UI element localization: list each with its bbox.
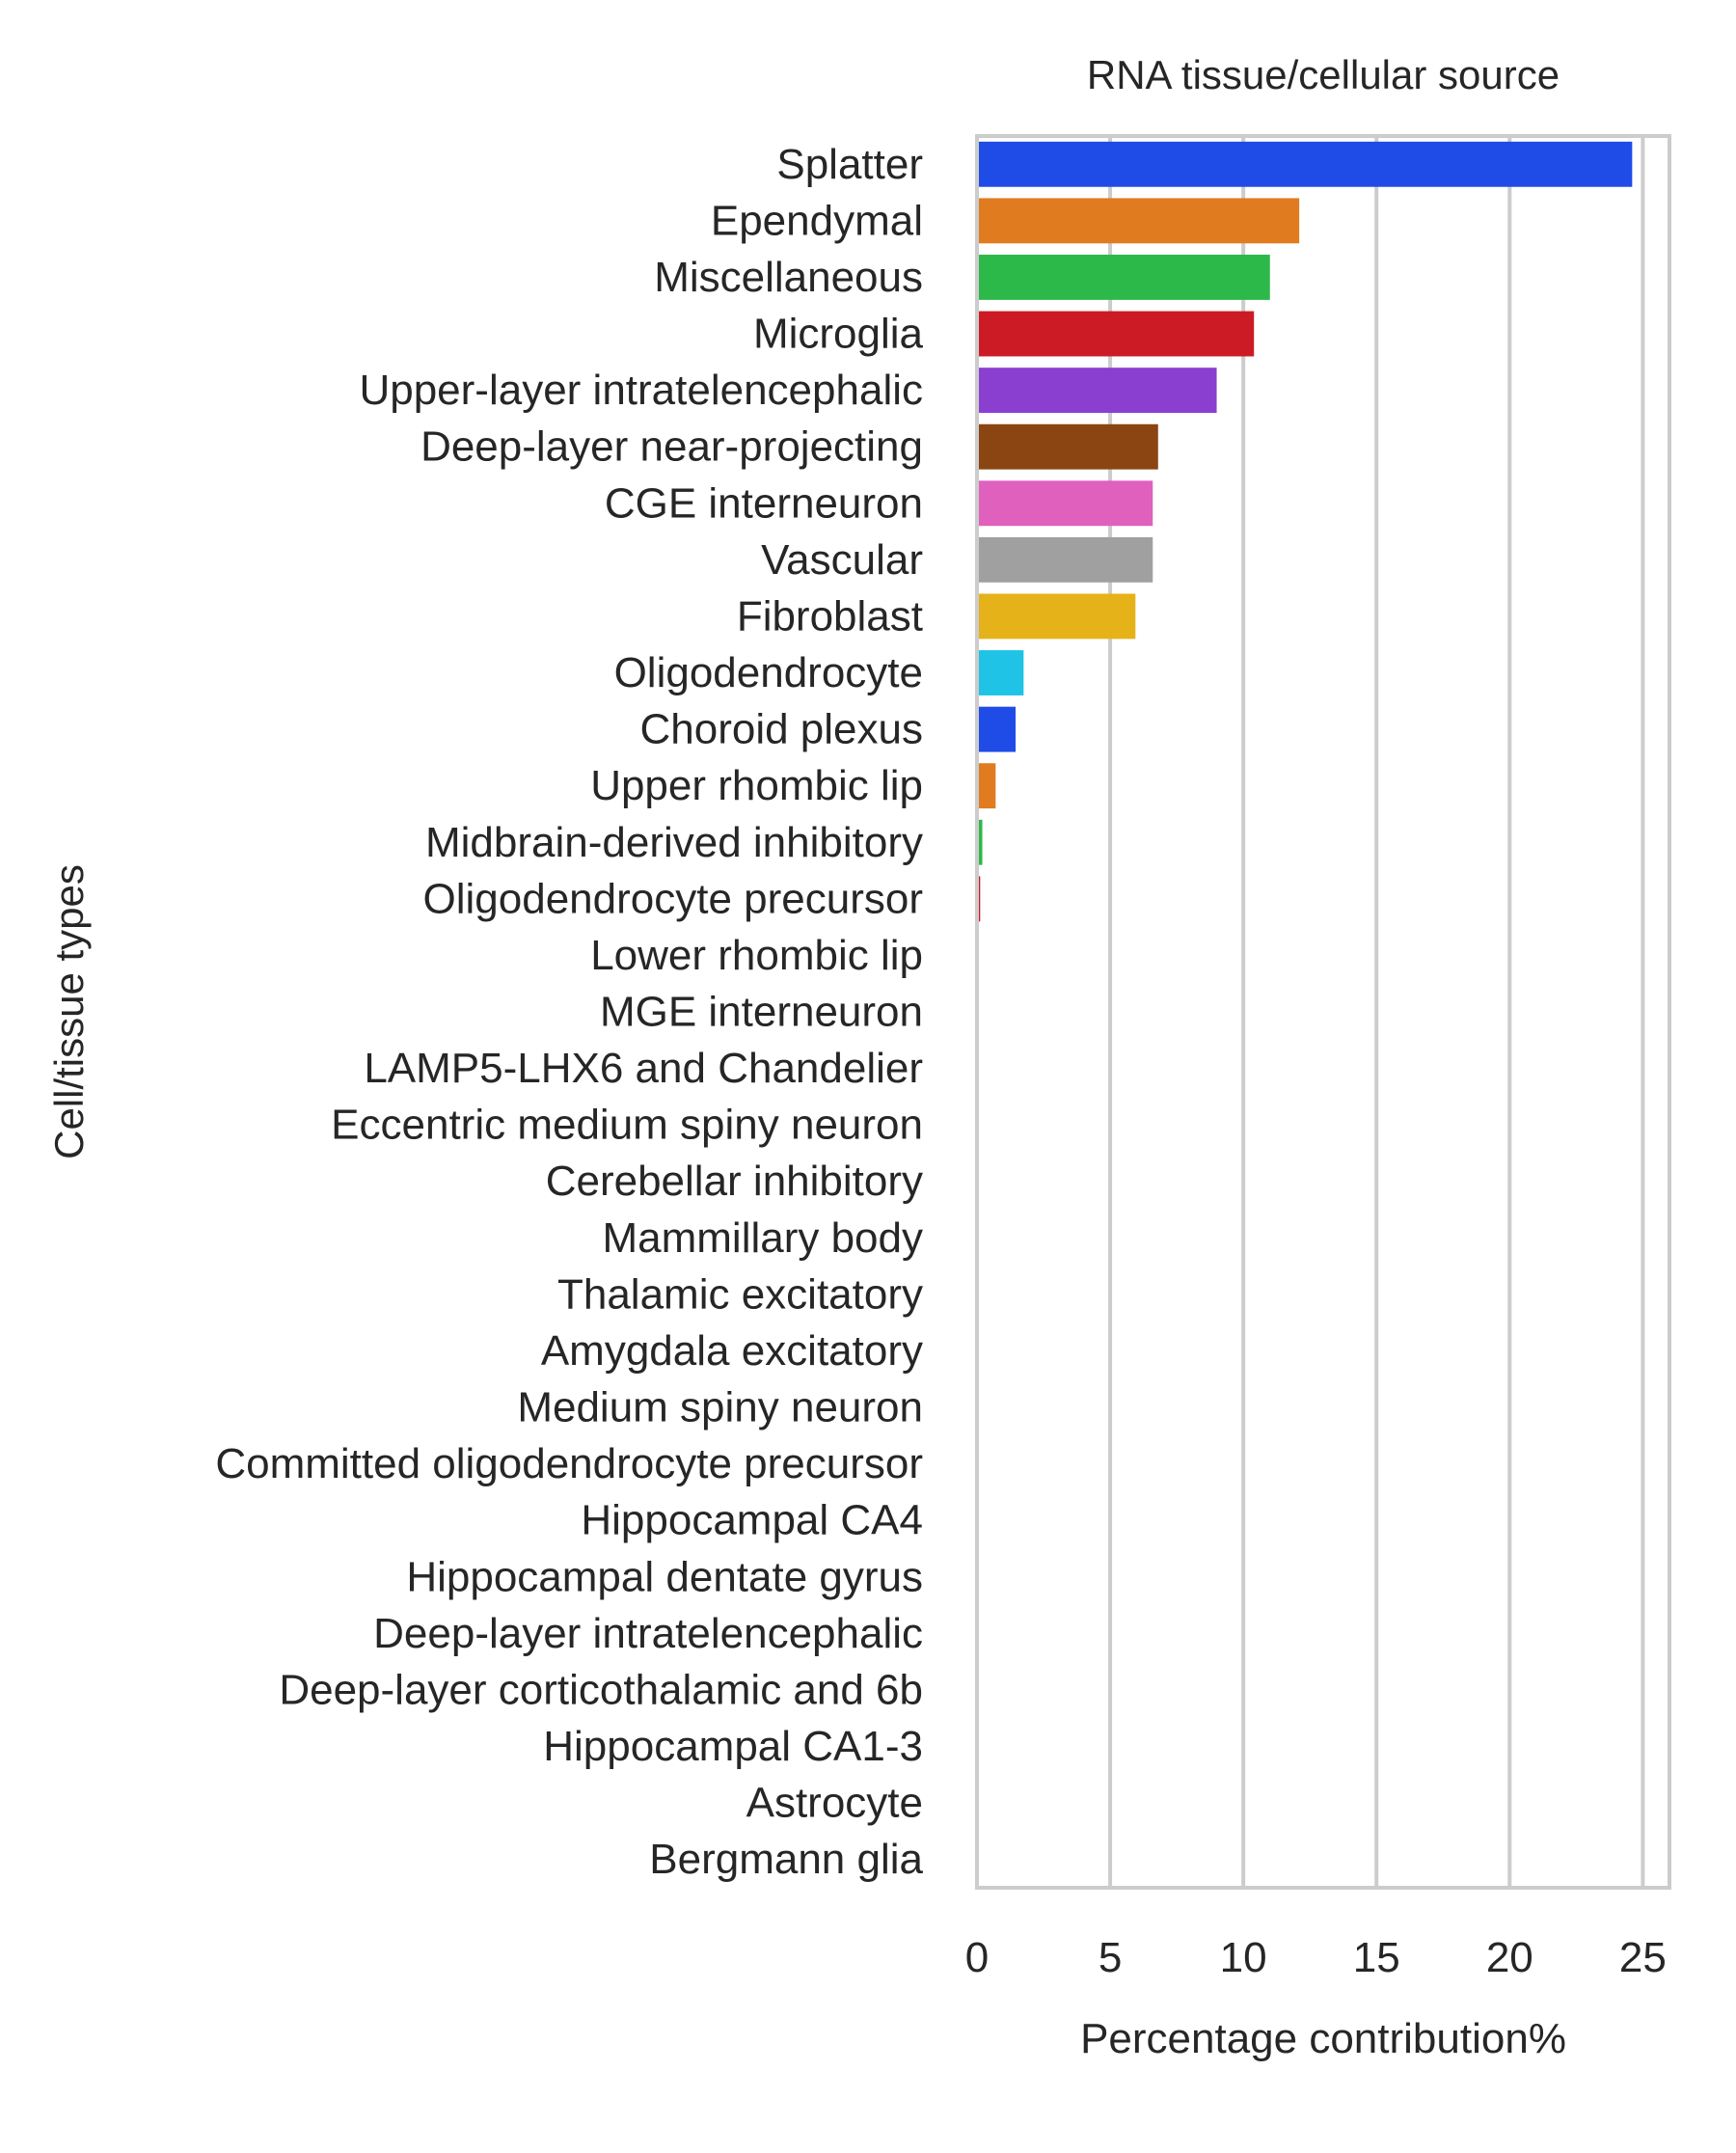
y-tick-label: Ependymal — [711, 197, 923, 244]
y-tick-label: Upper rhombic lip — [590, 762, 923, 809]
x-axis-label: Percentage contribution% — [1080, 2015, 1566, 2062]
bar — [977, 255, 1270, 300]
y-tick-label: Oligodendrocyte — [614, 649, 923, 696]
y-tick-label: Miscellaneous — [654, 254, 923, 301]
y-tick-label: CGE interneuron — [605, 479, 923, 527]
y-tick-label: Deep-layer corticothalamic and 6b — [279, 1666, 923, 1713]
y-tick-labels: Splatter Ependymal Miscellaneous Microglia U… — [215, 141, 923, 1883]
y-tick-label: Hippocampal CA4 — [581, 1497, 923, 1544]
y-tick-label: LAMP5-LHX6 and Chandelier — [364, 1045, 923, 1092]
y-tick-label: Vascular — [761, 536, 923, 584]
bar — [977, 480, 1153, 527]
bar — [977, 819, 983, 865]
y-tick-label: Fibroblast — [737, 592, 923, 640]
chart-title: RNA tissue/cellular source — [1087, 52, 1560, 97]
y-tick-label: Lower rhombic lip — [590, 932, 923, 979]
y-axis-label: Cell/tissue types — [46, 864, 92, 1159]
bar — [977, 593, 1136, 640]
x-tick-label: 20 — [1486, 1934, 1533, 1981]
y-tick-label: Medium spiny neuron — [517, 1384, 923, 1431]
x-tick-labels: 0 5 10 15 20 25 — [965, 1934, 1667, 1981]
y-tick-label: Oligodendrocyte precursor — [423, 875, 923, 922]
x-tick-label: 10 — [1220, 1934, 1267, 1981]
x-tick-label: 0 — [965, 1934, 989, 1981]
grid-lines — [1108, 136, 1645, 1888]
bar — [977, 423, 1158, 470]
plot-frame — [975, 134, 1671, 1890]
y-tick-label: Splatter — [776, 141, 923, 188]
y-tick-label: Deep-layer near-projecting — [420, 423, 923, 471]
y-tick-label: Microglia — [753, 311, 924, 358]
y-tick-label: Hippocampal CA1-3 — [543, 1723, 923, 1770]
x-tick-label: 5 — [1099, 1934, 1122, 1981]
y-tick-label: Thalamic excitatory — [557, 1270, 923, 1318]
bar — [977, 536, 1153, 583]
y-tick-label: Astrocyte — [746, 1780, 923, 1827]
y-tick-label: Choroid plexus — [640, 706, 924, 753]
bars — [977, 141, 1633, 922]
y-tick-label: Upper-layer intratelencephalic — [359, 367, 923, 414]
bar — [977, 650, 1024, 695]
bar — [977, 141, 1633, 187]
x-tick-label: 25 — [1619, 1934, 1667, 1981]
bar — [977, 706, 1017, 752]
bar — [977, 368, 1217, 414]
y-tick-label: Cerebellar inhibitory — [546, 1158, 923, 1205]
bar — [977, 763, 996, 809]
y-tick-label: Eccentric medium spiny neuron — [331, 1102, 923, 1149]
y-tick-label: Deep-layer intratelencephalic — [373, 1610, 923, 1657]
y-tick-label: Midbrain-derived inhibitory — [425, 819, 923, 866]
y-tick-label: MGE interneuron — [600, 989, 923, 1036]
x-tick-label: 15 — [1353, 1934, 1400, 1981]
y-tick-label: Committed oligodendrocyte precursor — [215, 1440, 923, 1487]
bar — [977, 311, 1255, 357]
y-tick-label: Hippocampal dentate gyrus — [406, 1553, 923, 1600]
bar — [977, 198, 1300, 244]
y-tick-label: Amygdala excitatory — [541, 1327, 923, 1375]
y-tick-label: Bergmann glia — [649, 1836, 923, 1883]
y-tick-label: Mammillary body — [602, 1214, 923, 1262]
